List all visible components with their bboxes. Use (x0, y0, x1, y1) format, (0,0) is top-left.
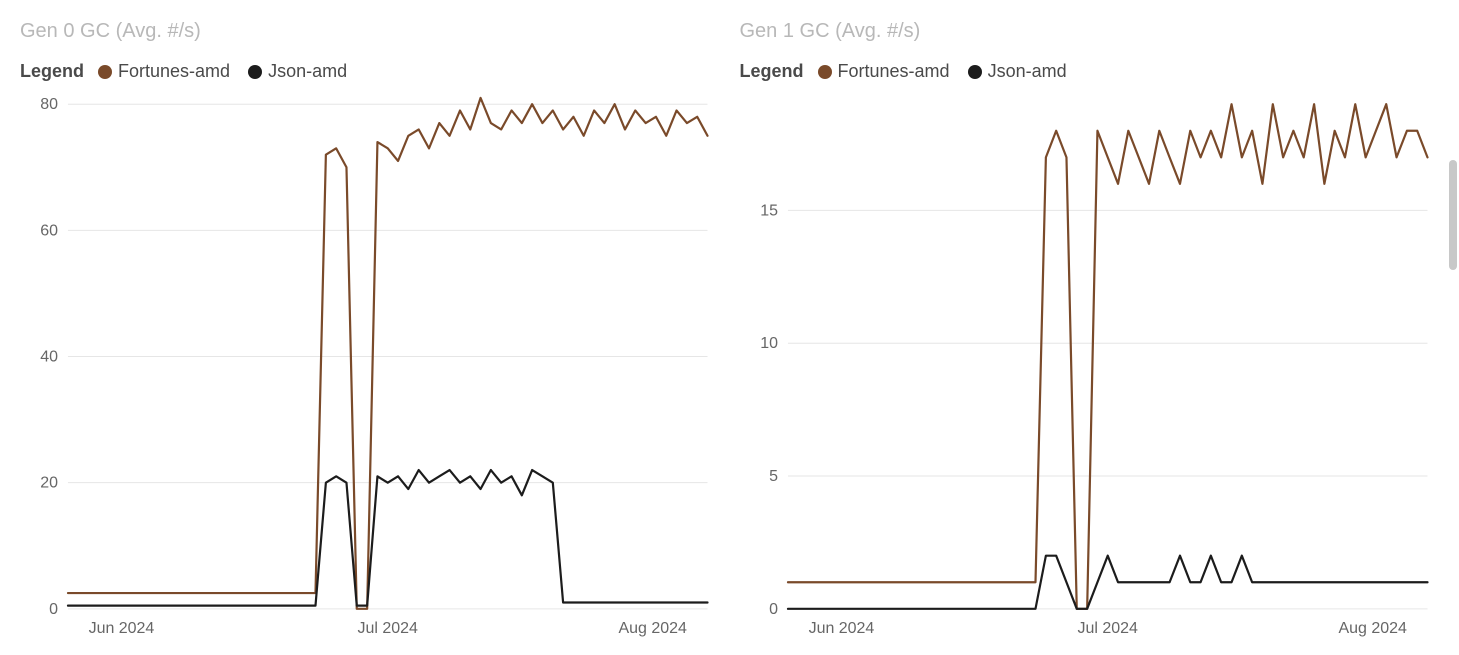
svg-text:60: 60 (40, 222, 58, 239)
svg-text:Jun 2024: Jun 2024 (89, 620, 155, 637)
legend-text-fortunes: Fortunes-amd (118, 61, 230, 82)
chart-title-right: Gen 1 GC (Avg. #/s) (740, 20, 1440, 43)
svg-text:0: 0 (49, 601, 58, 618)
chart-title-left: Gen 0 GC (Avg. #/s) (20, 20, 720, 43)
svg-text:Aug 2024: Aug 2024 (1338, 620, 1406, 637)
series-line-fortunes[interactable] (787, 104, 1427, 609)
right-panel: Gen 1 GC (Avg. #/s) Legend Fortunes-amd … (730, 20, 1450, 645)
legend-item-fortunes[interactable]: Fortunes-amd (98, 61, 230, 82)
svg-text:20: 20 (40, 475, 58, 492)
legend-item-fortunes[interactable]: Fortunes-amd (818, 61, 950, 82)
svg-text:15: 15 (760, 202, 778, 219)
legend-item-json[interactable]: Json-amd (248, 61, 347, 82)
svg-text:Jul 2024: Jul 2024 (358, 620, 418, 637)
legend-text-json: Json-amd (988, 61, 1067, 82)
svg-text:0: 0 (769, 601, 778, 618)
legend-text-fortunes: Fortunes-amd (838, 61, 950, 82)
svg-text:Aug 2024: Aug 2024 (619, 620, 687, 637)
legend-swatch-json (248, 65, 262, 79)
svg-text:5: 5 (769, 468, 778, 485)
chart-svg-left: 0 20 40 60 80 Jun 2024 Jul 2024 Aug 2024 (20, 94, 720, 645)
svg-text:80: 80 (40, 96, 58, 113)
charts-page: Gen 0 GC (Avg. #/s) Legend Fortunes-amd … (0, 0, 1459, 655)
svg-text:40: 40 (40, 349, 58, 366)
legend-label: Legend (740, 61, 804, 82)
chart-svg-right: 0 5 10 15 Jun 2024 Jul 2024 Aug 2024 (740, 94, 1440, 645)
chart-area-left[interactable]: 0 20 40 60 80 Jun 2024 Jul 2024 Aug 2024 (20, 94, 720, 645)
scrollbar-thumb[interactable] (1449, 160, 1457, 270)
legend-text-json: Json-amd (268, 61, 347, 82)
svg-text:10: 10 (760, 335, 778, 352)
legend-swatch-json (968, 65, 982, 79)
legend-right: Legend Fortunes-amd Json-amd (740, 61, 1440, 82)
legend-label: Legend (20, 61, 84, 82)
legend-swatch-fortunes (818, 65, 832, 79)
legend-swatch-fortunes (98, 65, 112, 79)
series-line-json[interactable] (68, 470, 708, 606)
legend-item-json[interactable]: Json-amd (968, 61, 1067, 82)
left-panel: Gen 0 GC (Avg. #/s) Legend Fortunes-amd … (10, 20, 730, 645)
chart-area-right[interactable]: 0 5 10 15 Jun 2024 Jul 2024 Aug 2024 (740, 94, 1440, 645)
svg-text:Jun 2024: Jun 2024 (808, 620, 874, 637)
legend-left: Legend Fortunes-amd Json-amd (20, 61, 720, 82)
svg-text:Jul 2024: Jul 2024 (1077, 620, 1137, 637)
series-line-fortunes[interactable] (68, 98, 708, 609)
